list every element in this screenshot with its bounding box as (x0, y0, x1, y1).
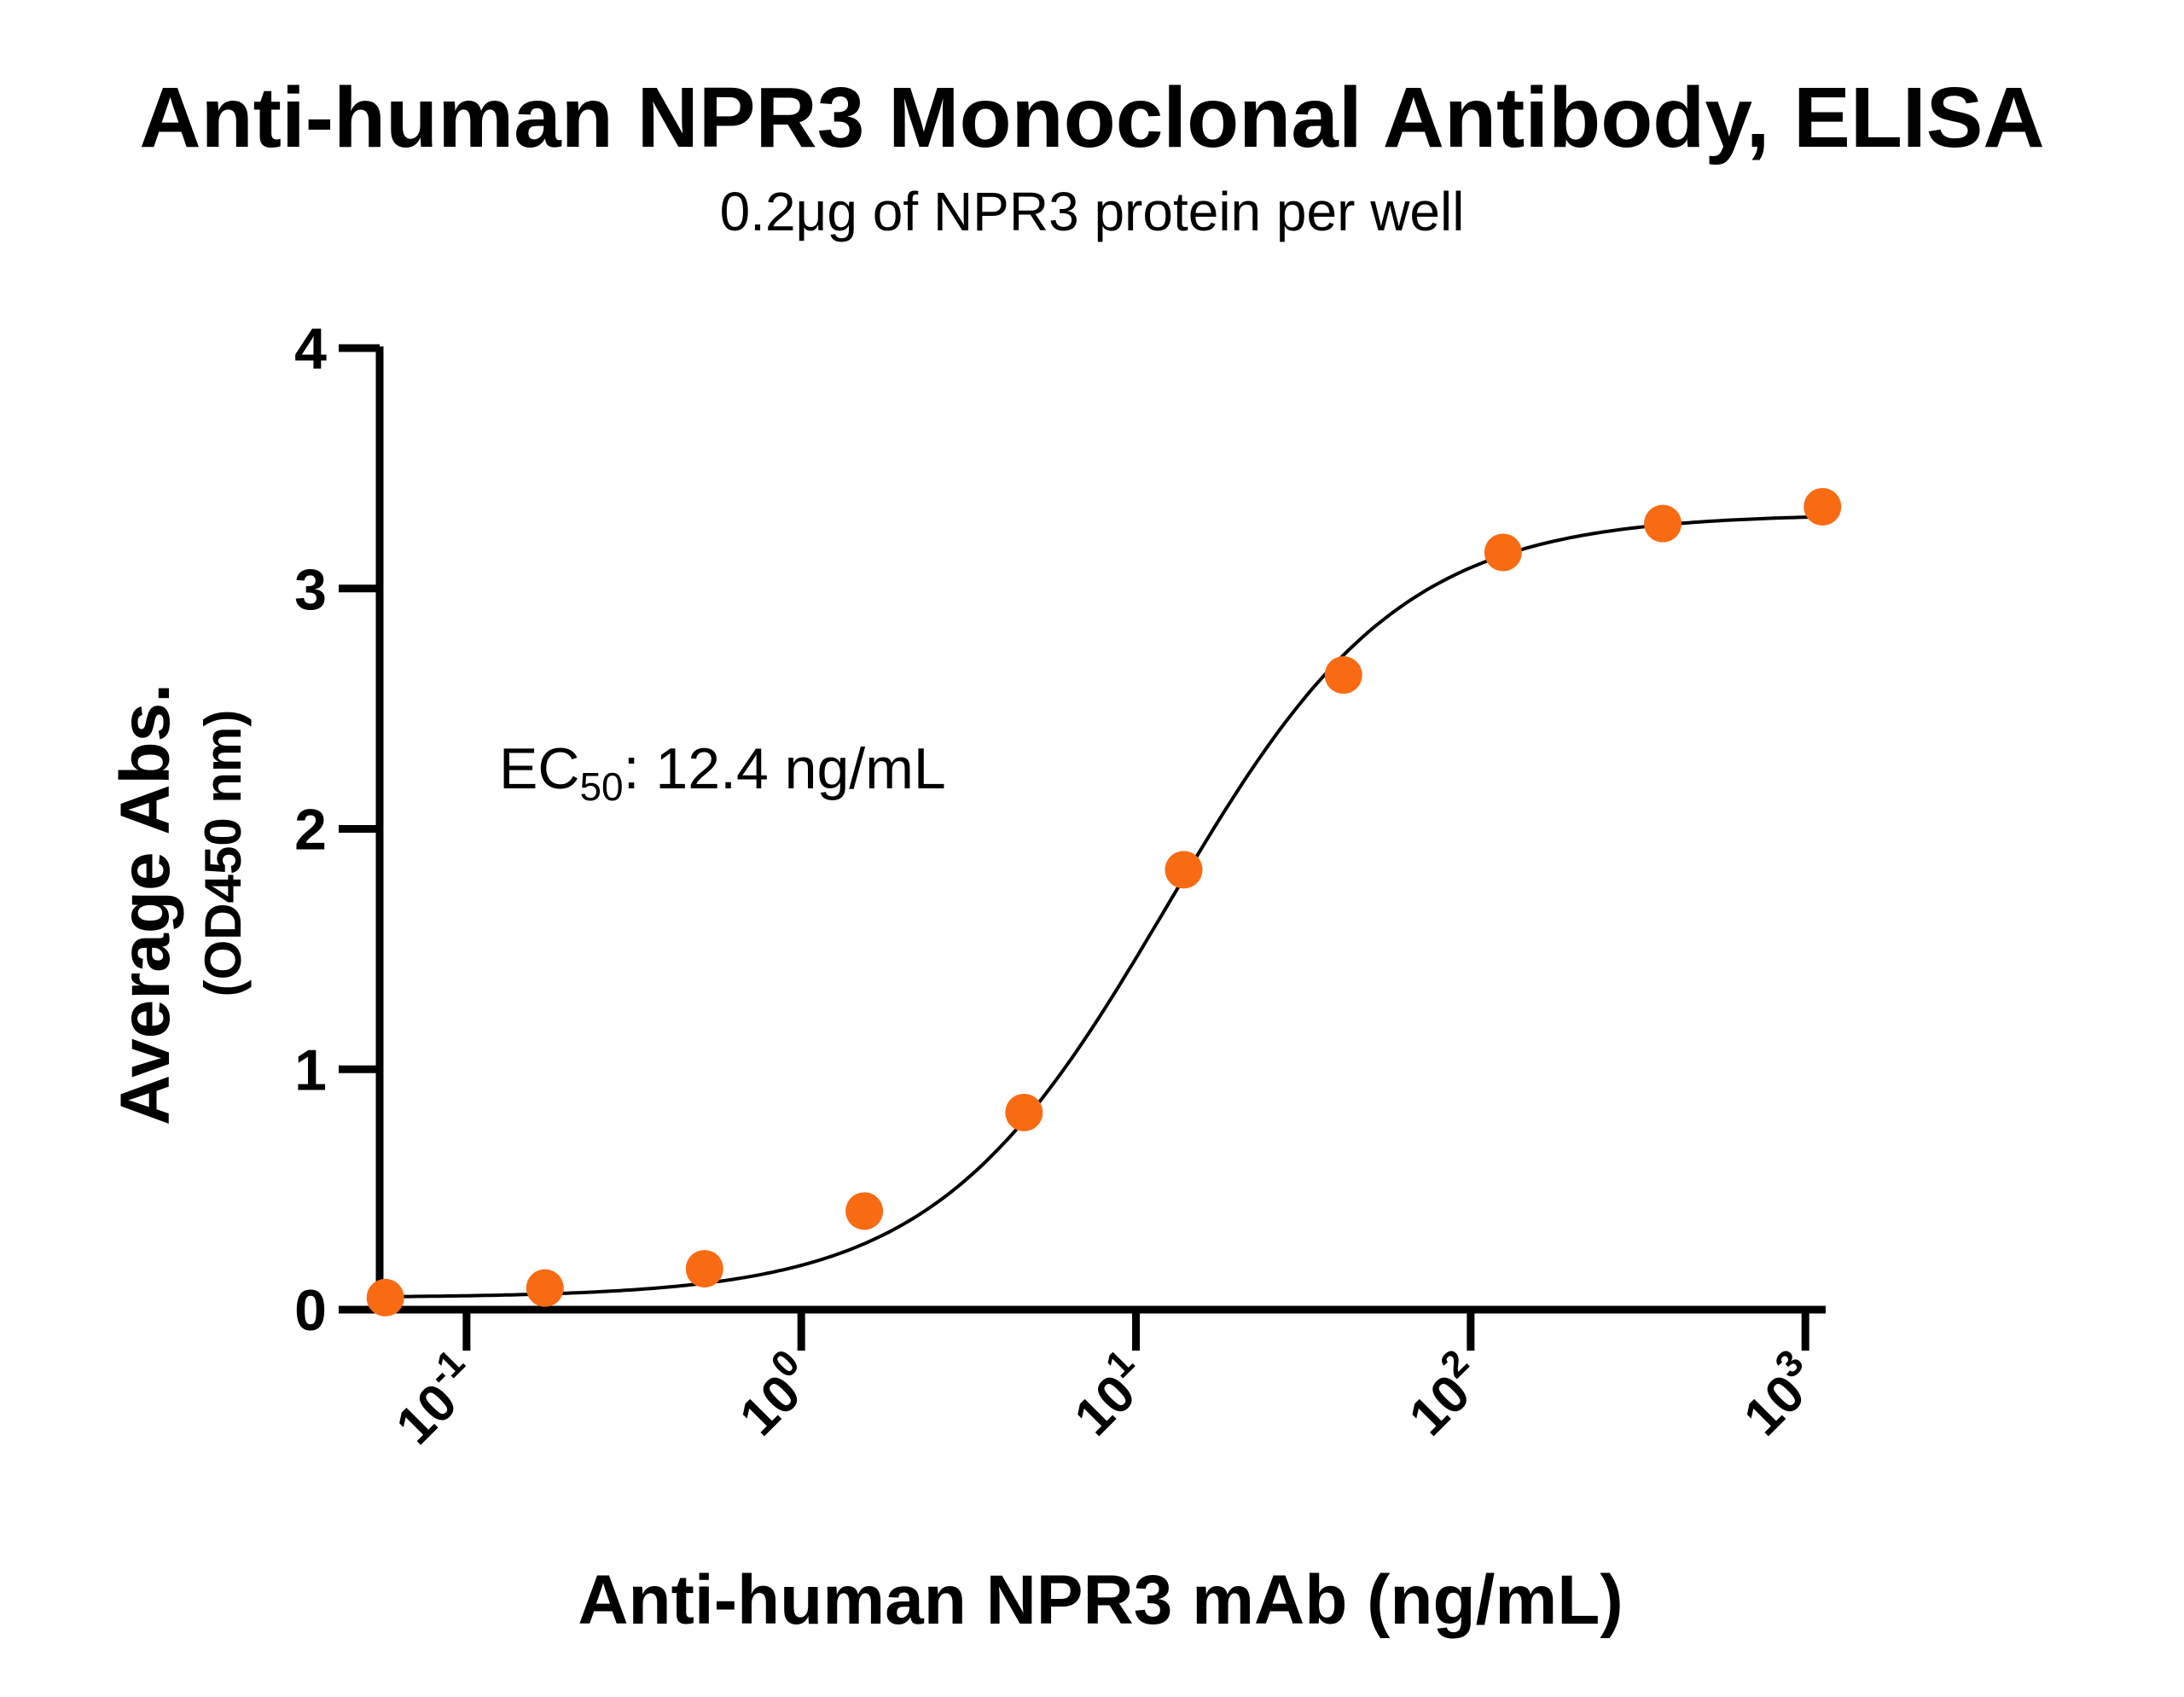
data-point (1165, 851, 1203, 889)
y-axis-title-group: Average Abs. (OD450 nm) (107, 683, 252, 1125)
data-point (1324, 656, 1362, 694)
x-tick-label: 10-1 (378, 1342, 492, 1456)
data-point (526, 1269, 564, 1307)
x-axis-title: Anti-human NPR3 mAb (ng/mL) (578, 1561, 1623, 1639)
x-tick-label: 101 (1056, 1342, 1161, 1447)
x-tick-label: 100 (722, 1342, 827, 1447)
data-point (1484, 533, 1522, 572)
data-point (685, 1250, 723, 1288)
x-tick-label: 103 (1726, 1342, 1831, 1447)
data-point (1804, 487, 1842, 526)
data-points (366, 487, 1842, 1316)
data-point (1644, 504, 1682, 543)
y-tick-label: 1 (294, 1037, 327, 1102)
data-point (1005, 1093, 1043, 1131)
y-tick-label: 0 (294, 1278, 327, 1343)
data-point (845, 1192, 884, 1230)
y-axis-subtitle: (OD450 nm) (195, 710, 252, 997)
y-tick-label: 2 (294, 798, 327, 863)
axes (375, 346, 1826, 1314)
fit-curve (385, 514, 1823, 1299)
y-tick-label: 3 (294, 557, 327, 622)
chart-title: Anti-human NPR3 Monoclonal Antibody, ELI… (139, 70, 2044, 166)
fit-layer (385, 514, 1823, 1299)
data-point (366, 1278, 404, 1316)
y-axis-title: Average Abs. (107, 683, 184, 1125)
y-tick-label: 4 (294, 317, 327, 381)
chart-subtitle: 0.2μg of NPR3 protein per well (720, 181, 1465, 242)
x-ticks: 10-1 100 101 102 103 (378, 1310, 1831, 1456)
x-tick-label: 102 (1391, 1342, 1496, 1447)
y-ticks: 0 1 2 3 4 (294, 317, 380, 1343)
ec50-annotation: EC50: 12.4 ng/mL (499, 736, 946, 809)
